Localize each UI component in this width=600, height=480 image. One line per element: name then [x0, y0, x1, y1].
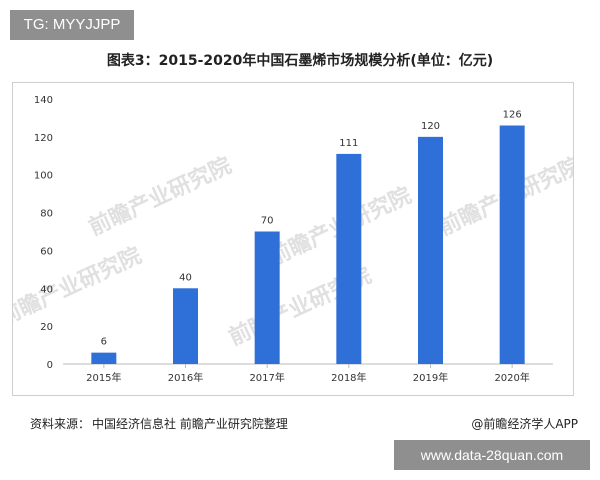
- y-tick-label-2: 40: [40, 284, 53, 295]
- y-tick-label-4: 80: [40, 209, 53, 220]
- chart-title: 图表3：2015-2020年中国石墨烯市场规模分析(单位：亿元): [106, 53, 494, 69]
- source-note: 资料来源： 中国经济信息社 前瞻产业研究院整理: [30, 415, 290, 432]
- x-tick-label-1: 2016年: [168, 371, 203, 384]
- bar-3: [336, 153, 362, 364]
- bar-0: [91, 352, 117, 364]
- x-tick-label-4: 2019年: [413, 371, 448, 384]
- source-label: 资料来源：: [30, 417, 91, 431]
- data-label-3: 111: [339, 138, 358, 149]
- data-label-4: 120: [421, 121, 440, 132]
- site-badge: www.data-28quan.com: [394, 440, 590, 470]
- y-tick-label-3: 60: [40, 246, 53, 257]
- x-tick-label-3: 2018年: [331, 371, 366, 384]
- x-tick-label-0: 2015年: [86, 371, 121, 384]
- y-tick-label-7: 140: [34, 95, 53, 106]
- y-tick-label-5: 100: [34, 171, 53, 182]
- bar-4: [418, 136, 443, 364]
- bar-5: [499, 125, 525, 364]
- watermark-0: 前瞻产业研究院: [85, 152, 236, 241]
- chart-frame: 前瞻产业研究院前瞻产业研究院前瞻产业研究院前瞻产业研究院前瞻产业研究院02040…: [12, 82, 574, 396]
- y-tick-label-1: 20: [40, 322, 53, 333]
- data-label-0: 6: [101, 337, 107, 348]
- credit-text: @前瞻经济学人APP: [471, 417, 578, 431]
- tag-badge: TG: MYYJJPP: [10, 10, 134, 40]
- x-tick-label-5: 2020年: [494, 371, 529, 384]
- data-label-5: 126: [503, 110, 522, 121]
- bar-1: [173, 288, 198, 364]
- bar-chart: 前瞻产业研究院前瞻产业研究院前瞻产业研究院前瞻产业研究院前瞻产业研究院02040…: [13, 95, 573, 384]
- source-text: 中国经济信息社 前瞻产业研究院整理: [92, 417, 288, 431]
- bar-2: [254, 231, 280, 364]
- y-tick-label-6: 120: [34, 133, 53, 144]
- data-label-2: 70: [261, 216, 274, 227]
- watermark-3: 前瞻产业研究院: [13, 242, 145, 331]
- y-tick-label-0: 0: [47, 360, 53, 371]
- x-tick-label-2: 2017年: [249, 371, 284, 384]
- data-label-1: 40: [179, 272, 192, 283]
